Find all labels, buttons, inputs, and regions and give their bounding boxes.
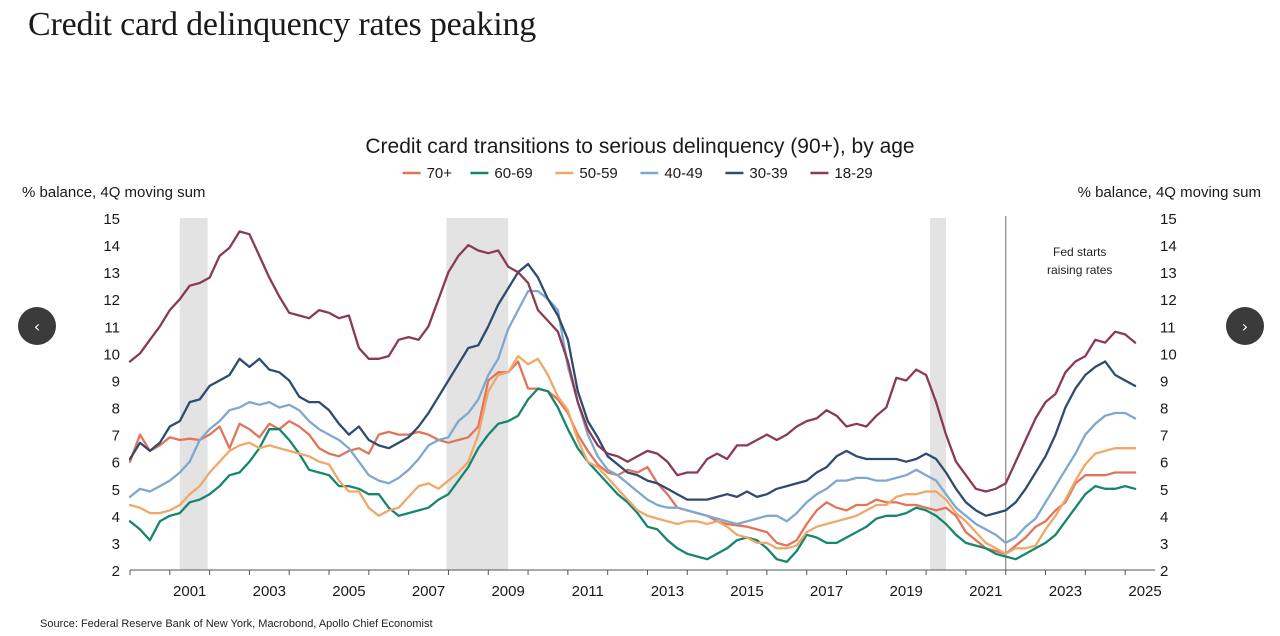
- x-tick-label: 2015: [730, 583, 763, 600]
- y-axis-left-label: % balance, 4Q moving sum: [22, 184, 205, 201]
- y-tick-label-left: 11: [104, 319, 120, 336]
- y-tick-label-right: 7: [1160, 428, 1168, 445]
- x-tick-label: 2017: [810, 583, 843, 600]
- y-tick-label-left: 7: [112, 428, 120, 445]
- series-line-60-69: [128, 387, 1137, 564]
- x-tick-label: 2003: [253, 583, 286, 600]
- y-tick-label-right: 6: [1160, 455, 1168, 472]
- fed-annotation-label: Fed starts raising rates: [1047, 245, 1112, 277]
- y-tick-label-right: 4: [1160, 509, 1168, 526]
- x-tick-label: 2009: [491, 583, 524, 600]
- y-tick-label-right: 14: [1160, 238, 1177, 255]
- x-tick-label: 2023: [1049, 583, 1082, 600]
- x-tick-label: 2011: [572, 583, 604, 600]
- chevron-right-icon: ›: [1241, 316, 1249, 336]
- y-tick-label-left: 4: [112, 509, 120, 526]
- y-tick-label-right: 15: [1160, 211, 1177, 228]
- y-tick-label-left: 15: [103, 211, 120, 228]
- chart-legend: 70+ 60-69 50-59 40-49 30-39 18-29: [402, 165, 873, 182]
- next-slide-button[interactable]: ›: [1226, 307, 1264, 345]
- x-tick-label: 2019: [890, 583, 923, 600]
- x-axis-ticks: 2001 2003 2005 2007 2009 2011 2013 2015 2017 2019…: [129, 570, 1162, 600]
- y-tick-label-right: 12: [1160, 292, 1177, 309]
- legend-label-70+: 70+: [427, 165, 453, 182]
- y-tick-label-left: 12: [103, 292, 120, 309]
- series-lines: [128, 230, 1137, 564]
- x-tick-label: 2021: [969, 583, 1002, 600]
- y-tick-label-right: 3: [1160, 536, 1168, 553]
- chevron-left-icon: ‹: [33, 316, 41, 336]
- x-tick-label: 2013: [651, 583, 684, 600]
- legend-label-18-29: 18-29: [834, 165, 872, 182]
- fed-annotation-line-1: Fed starts: [1053, 245, 1106, 259]
- y-axis-left-ticks: 2 3 4 5 6 7 8 9 10 11 12 13 14 15: [103, 211, 120, 580]
- y-tick-label-right: 13: [1160, 265, 1177, 282]
- page-headline: Credit card delinquency rates peaking: [28, 6, 537, 43]
- y-tick-label-right: 5: [1160, 482, 1168, 499]
- y-tick-label-right: 11: [1160, 319, 1176, 336]
- series-line-18-29: [128, 230, 1137, 493]
- y-tick-label-left: 6: [112, 455, 120, 472]
- y-tick-label-right: 9: [1160, 373, 1168, 390]
- recession-band-3: [930, 218, 947, 570]
- chart-title: Credit card transitions to serious delin…: [365, 135, 914, 158]
- fed-annotation-line-2: raising rates: [1047, 263, 1112, 277]
- source-note: Source: Federal Reserve Bank of New York…: [40, 618, 433, 630]
- y-tick-label-right: 10: [1160, 346, 1177, 363]
- series-line-40-49: [128, 289, 1137, 545]
- y-tick-label-left: 5: [112, 482, 120, 499]
- series-line-70+: [128, 360, 1137, 555]
- series-line-50-59: [128, 354, 1137, 555]
- y-tick-label-right: 8: [1160, 401, 1168, 418]
- y-tick-label-left: 9: [112, 373, 120, 390]
- recession-shading: [179, 218, 947, 570]
- legend-label-60-69: 60-69: [494, 165, 532, 182]
- y-tick-label-left: 10: [103, 346, 120, 363]
- y-axis-right-ticks: 2 3 4 5 6 7 8 9 10 11 12 13 14 15: [1160, 211, 1177, 580]
- x-tick-label: 2025: [1128, 583, 1161, 600]
- y-tick-label-left: 2: [112, 563, 120, 580]
- x-tick-label: 2007: [412, 583, 445, 600]
- legend-label-30-39: 30-39: [749, 165, 787, 182]
- y-tick-label-left: 13: [103, 265, 120, 282]
- y-tick-label-left: 8: [112, 401, 120, 418]
- y-tick-label-right: 2: [1160, 563, 1168, 580]
- previous-slide-button[interactable]: ‹: [18, 307, 56, 345]
- x-tick-label: 2001: [173, 583, 206, 600]
- series-line-30-39: [128, 262, 1137, 517]
- legend-label-50-59: 50-59: [579, 165, 617, 182]
- recession-band-2: [446, 218, 509, 570]
- y-axis-right-label: % balance, 4Q moving sum: [1078, 184, 1261, 201]
- legend-label-40-49: 40-49: [664, 165, 702, 182]
- y-tick-label-left: 3: [112, 536, 120, 553]
- y-tick-label-left: 14: [103, 238, 120, 255]
- x-tick-label: 2005: [332, 583, 365, 600]
